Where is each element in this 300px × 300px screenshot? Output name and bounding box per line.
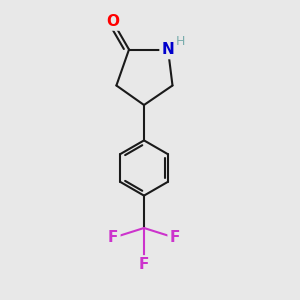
Text: F: F [108,230,118,244]
Text: F: F [139,257,149,272]
Text: H: H [175,34,185,48]
Text: N: N [162,42,174,57]
Text: O: O [106,14,119,28]
Text: F: F [170,230,180,244]
